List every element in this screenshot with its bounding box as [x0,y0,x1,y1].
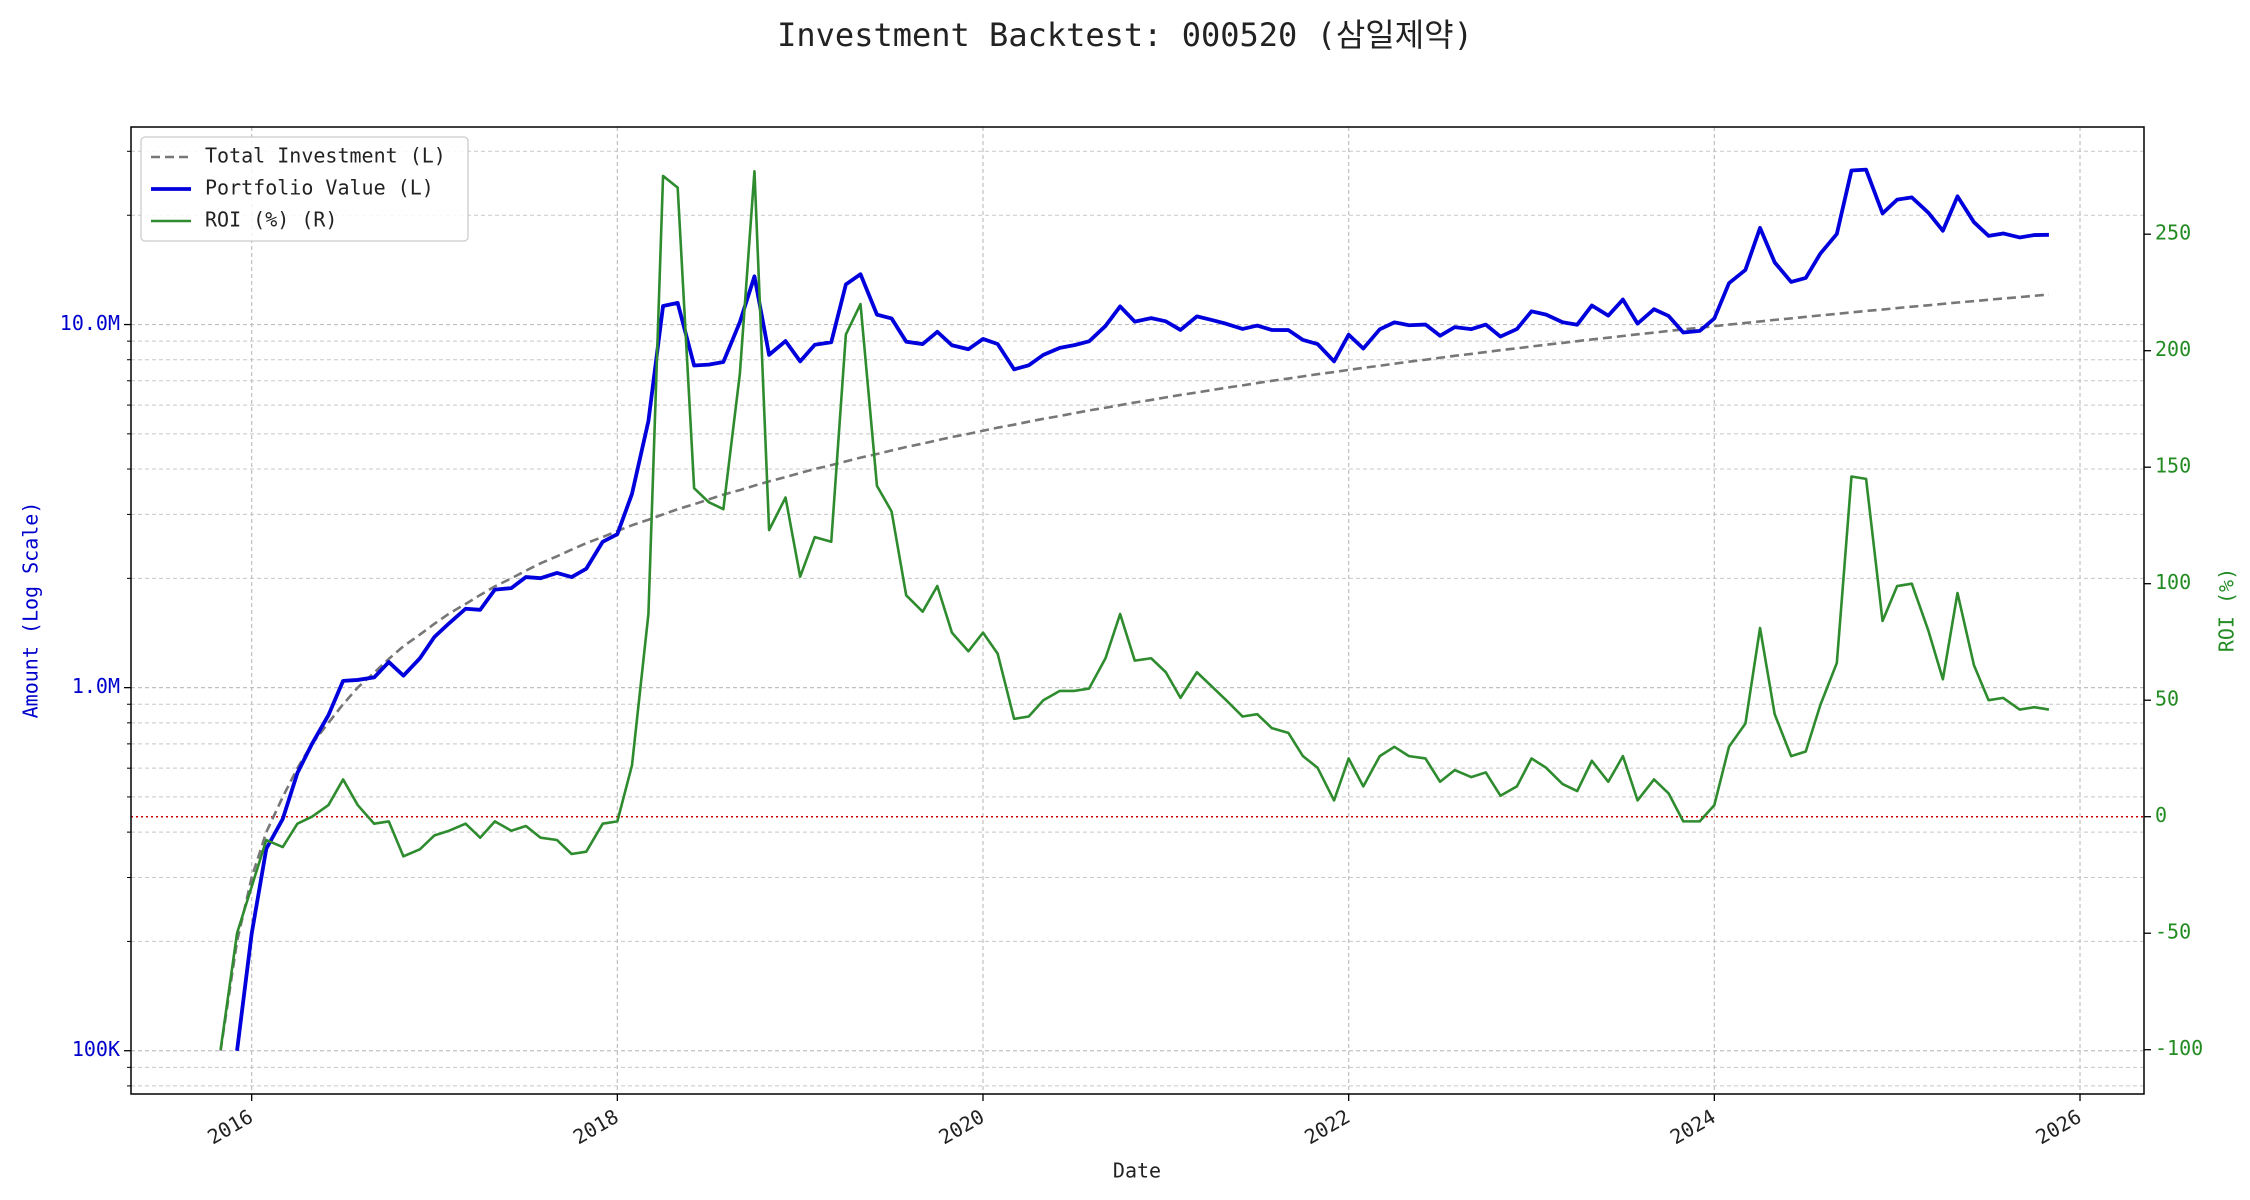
y2-tick-label: -50 [2155,920,2191,944]
grid [131,127,2144,1094]
y2-tick-label: 200 [2155,337,2191,361]
legend-label: Total Investment (L) [205,144,446,168]
series-line [219,293,2050,1051]
y-tick-label: 10.0M [60,311,120,335]
legend-label: Portfolio Value (L) [205,176,434,200]
chart-title: Investment Backtest: 000520 (삼일제약) [777,16,1473,54]
y2-tick-label: -100 [2155,1036,2203,1060]
y2-tick-label: 150 [2155,454,2191,478]
y2-axis-label: ROI (%) [2215,568,2239,652]
y-tick-label: 1.0M [72,674,120,698]
series-line [219,169,2050,1050]
plot-area [131,167,2144,1051]
legend: Total Investment (L) Portfolio Value (L) R… [140,136,469,242]
legend-box [140,136,469,242]
legend-label: ROI (%) (R) [205,208,337,232]
y2-tick-label: 250 [2155,221,2191,245]
y2-tick-label: 100 [2155,570,2191,594]
y-axis-label: Amount (Log Scale) [19,502,43,719]
series-line [235,167,2049,1051]
y2-tick-label: 0 [2155,803,2167,827]
plot-frame [130,126,2145,1095]
y-tick-label: 100K [72,1037,120,1061]
x-axis-label: Date [1113,1159,1161,1183]
y2-tick-label: 50 [2155,687,2179,711]
